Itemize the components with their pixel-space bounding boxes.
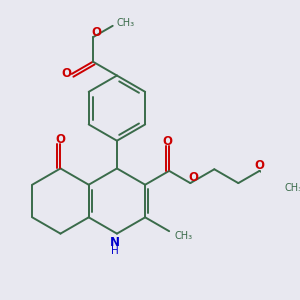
Text: O: O <box>91 26 101 39</box>
Text: CH₃: CH₃ <box>117 18 135 28</box>
Text: O: O <box>56 133 65 146</box>
Text: O: O <box>163 135 172 148</box>
Text: CH₃: CH₃ <box>285 183 300 193</box>
Text: O: O <box>189 171 199 184</box>
Text: O: O <box>254 158 265 172</box>
Text: CH₃: CH₃ <box>174 231 192 241</box>
Text: H: H <box>111 246 119 256</box>
Text: N: N <box>110 236 120 249</box>
Text: O: O <box>61 68 71 80</box>
